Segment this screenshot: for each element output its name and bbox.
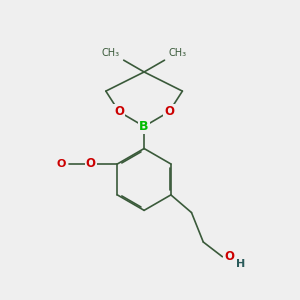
Text: CH₃: CH₃ [169, 48, 187, 58]
Text: O: O [114, 105, 124, 118]
Text: B: B [140, 120, 149, 133]
Text: O: O [164, 105, 174, 118]
Text: O: O [224, 250, 234, 263]
Text: O: O [56, 159, 66, 169]
Text: CH₃: CH₃ [101, 48, 119, 58]
Text: H: H [236, 259, 245, 269]
Text: O: O [86, 158, 96, 170]
